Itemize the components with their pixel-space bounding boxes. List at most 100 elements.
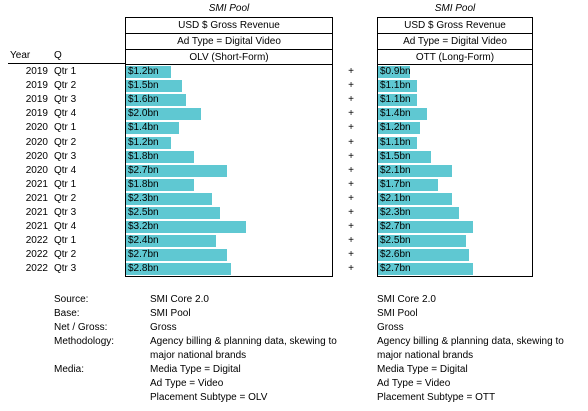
plus-separator: + <box>348 164 354 176</box>
plus-separator: + <box>348 122 354 134</box>
olv-bar-label: $3.2bn <box>128 221 159 233</box>
row-quarter-label: Qtr 2 <box>54 192 77 204</box>
media-value-2: Ad Type = Video <box>150 378 224 389</box>
row-year-label: 2021 <box>25 207 48 218</box>
plus-separator: + <box>348 150 354 162</box>
net-gross-value: Gross <box>150 322 177 333</box>
ott-bar-label: $1.1bn <box>380 80 411 92</box>
base-value: SMI Pool <box>150 308 191 319</box>
ott-bar <box>378 164 452 177</box>
olv-bar <box>126 150 194 163</box>
row-year-label: 2021 <box>25 178 48 190</box>
ott-bar-label: $1.2bn <box>380 122 411 134</box>
olv-bar-label: $1.5bn <box>128 80 159 92</box>
plus-separator: + <box>348 192 354 204</box>
row-year-label: 2019 <box>25 108 48 120</box>
notes-right: SMI Core 2.0 SMI Pool Gross Agency billi… <box>377 293 577 405</box>
row-year-label: 2019 <box>25 94 48 106</box>
olv-bar-label: $1.8bn <box>128 178 159 190</box>
row-quarter-label: Qtr 4 <box>54 108 77 120</box>
olv-bar <box>126 192 213 205</box>
olv-bar-label: $2.5bn <box>128 207 159 218</box>
plus-separator: + <box>348 136 354 148</box>
ott-bar-label: $2.3bn <box>380 207 411 218</box>
ott-bar <box>378 249 470 262</box>
media-value-3: Placement Subtype = OLV <box>150 392 268 403</box>
ott-bar-label: $2.7bn <box>380 221 411 233</box>
quarter-column-header: Q <box>54 50 62 61</box>
row-quarter-label: Qtr 1 <box>54 122 77 134</box>
right-media-value-3: Placement Subtype = OTT <box>377 392 496 403</box>
ott-bar <box>378 263 473 276</box>
olv-bar <box>126 235 216 248</box>
row-year-label: 2020 <box>25 136 48 148</box>
plus-separator: + <box>348 221 354 233</box>
olv-bar <box>126 136 171 149</box>
olv-bar <box>126 263 231 276</box>
media-key: Media: <box>54 364 85 375</box>
row-quarter-label: Qtr 2 <box>54 80 77 92</box>
ott-bar <box>378 66 410 78</box>
olv-bar <box>126 178 194 191</box>
row-quarter-label: Qtr 3 <box>54 207 77 218</box>
olv-bar <box>126 108 201 121</box>
row-year-label: 2019 <box>25 80 48 92</box>
ott-bar-label: $2.1bn <box>380 192 411 204</box>
right-media-value-2: Ad Type = Video <box>377 378 451 389</box>
source-key: Source: <box>54 294 89 305</box>
ott-bar <box>378 122 421 135</box>
row-quarter-label: Qtr 1 <box>54 235 77 247</box>
ott-bar-label: $1.5bn <box>380 150 411 162</box>
methodology-value-2: major national brands <box>150 350 247 361</box>
row-year-label: 2020 <box>25 164 48 176</box>
row-year-label: 2019 <box>25 66 48 77</box>
plus-separator: + <box>348 108 354 120</box>
row-quarter-label: Qtr 2 <box>54 249 77 261</box>
left-measure-label: USD $ Gross Revenue <box>126 18 332 34</box>
ott-bar <box>378 150 431 163</box>
ott-bar-label: $1.1bn <box>380 136 411 148</box>
ott-bar-label: $0.9bn <box>380 66 411 77</box>
ott-bar <box>378 108 428 121</box>
left-series-header: OLV (Short-Form) <box>189 52 269 63</box>
olv-bar <box>126 164 228 177</box>
ott-bar <box>378 80 417 93</box>
ott-bar-label: $1.4bn <box>380 108 411 120</box>
olv-bar <box>126 122 179 135</box>
olv-bar-label: $2.4bn <box>128 235 159 247</box>
olv-bar <box>126 249 228 262</box>
column-headers: Year Q <box>8 48 125 64</box>
plus-separator: + <box>348 80 354 92</box>
left-bar-area <box>125 64 333 277</box>
media-value-1: Media Type = Digital <box>150 364 241 375</box>
plus-separator: + <box>348 249 354 261</box>
right-source-value: SMI Core 2.0 <box>377 294 436 305</box>
year-column-header: Year <box>10 50 31 61</box>
row-year-label: 2020 <box>25 150 48 162</box>
right-series-header: OTT (Long-Form) <box>415 52 495 63</box>
methodology-key: Methodology: <box>54 336 115 347</box>
right-panel-title: SMI Pool <box>434 3 476 14</box>
olv-bar <box>126 207 220 219</box>
olv-bar <box>126 66 171 78</box>
plus-separator: + <box>348 207 354 218</box>
plus-separator: + <box>348 235 354 247</box>
source-value: SMI Core 2.0 <box>150 294 209 305</box>
row-quarter-label: Qtr 3 <box>54 263 77 275</box>
net-gross-key: Net / Gross: <box>54 322 108 333</box>
right-methodology-value-1: Agency billing & planning data, skewing … <box>377 336 564 347</box>
left-header-box: USD $ Gross Revenue Ad Type = Digital Vi… <box>125 17 333 65</box>
ott-bar-label: $1.7bn <box>380 178 411 190</box>
plus-separator: + <box>348 66 354 77</box>
right-bar-area <box>377 64 533 277</box>
row-year-label: 2022 <box>25 235 48 247</box>
right-base-value: SMI Pool <box>377 308 418 319</box>
ott-bar <box>378 192 452 205</box>
row-quarter-label: Qtr 4 <box>54 221 77 233</box>
ott-bar-label: $2.6bn <box>380 249 411 261</box>
olv-bar-label: $1.8bn <box>128 150 159 162</box>
olv-bar <box>126 80 183 93</box>
methodology-value-1: Agency billing & planning data, skewing … <box>150 336 337 347</box>
plus-separator: + <box>348 178 354 190</box>
row-year-label: 2022 <box>25 249 48 261</box>
